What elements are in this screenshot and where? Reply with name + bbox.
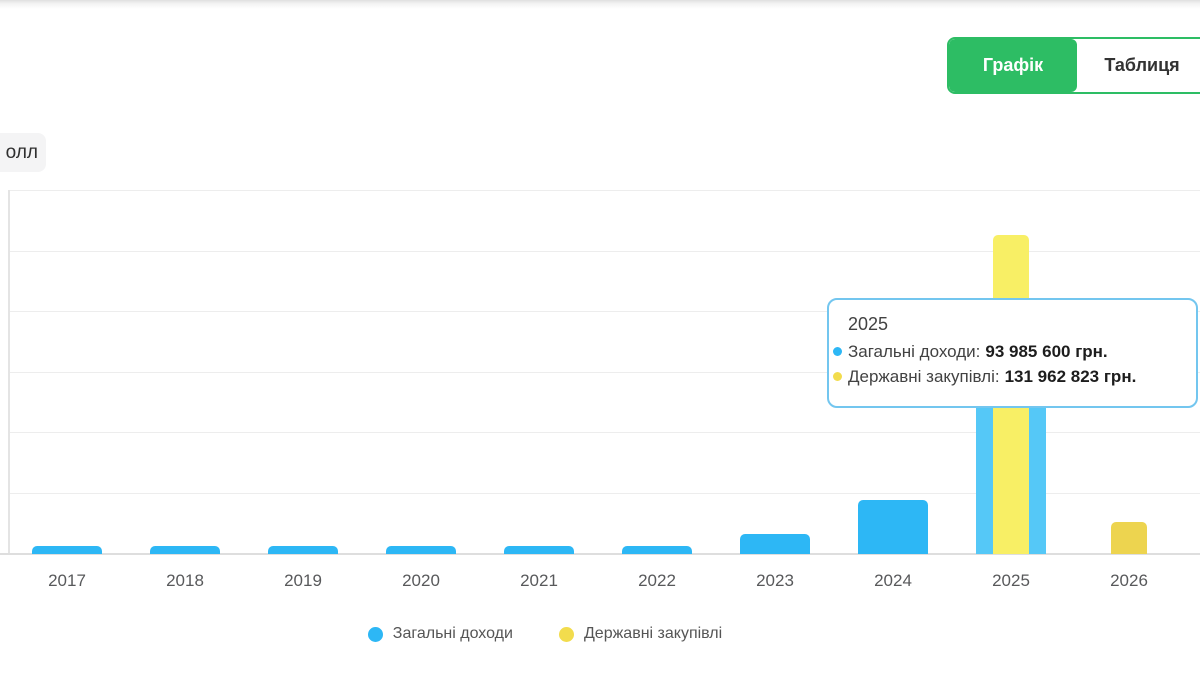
chart-bar-2017[interactable]	[32, 546, 102, 554]
view-toggle: Графік Таблиця	[947, 37, 1200, 94]
chart-bar-2023[interactable]	[740, 534, 810, 554]
page-top-shadow	[0, 0, 1200, 9]
chart-tooltip: 2025 Загальні доходи: 93 985 600 грн. Де…	[827, 298, 1198, 408]
y-axis-line	[8, 190, 10, 555]
filter-chip[interactable]: олл	[0, 133, 46, 172]
tab-chart[interactable]: Графік	[949, 39, 1077, 92]
series-dot-yellow-icon	[833, 372, 842, 381]
chart-legend: Загальні доходи Державні закупівлі	[0, 619, 1090, 649]
gridline	[8, 190, 1200, 191]
chart-bar-2022[interactable]	[622, 546, 692, 554]
tooltip-row-label: Загальні доходи:	[848, 342, 981, 361]
x-axis-label: 2025	[992, 571, 1030, 590]
x-axis-label: 2021	[520, 571, 558, 590]
legend-label: Загальні доходи	[392, 625, 513, 642]
chart-bar-2020[interactable]	[386, 546, 456, 554]
chart-bar-2021[interactable]	[504, 546, 574, 554]
x-axis-line	[0, 553, 1200, 555]
tooltip-row: Загальні доходи: 93 985 600 грн.	[833, 339, 1186, 364]
legend-dot-blue-icon	[367, 626, 383, 642]
x-axis-label: 2023	[756, 571, 794, 590]
chart-bar-2026[interactable]	[1111, 522, 1147, 554]
legend-label: Державні закупівлі	[583, 625, 723, 642]
x-axis-label: 2019	[284, 571, 322, 590]
x-axis-label: 2020	[402, 571, 440, 590]
x-axis-label: 2018	[166, 571, 204, 590]
gridline	[8, 251, 1200, 252]
tooltip-title: 2025	[848, 314, 889, 334]
chart-bar-2024[interactable]	[858, 500, 928, 554]
legend-item-revenue[interactable]: Загальні доходи	[367, 625, 513, 643]
legend-item-procurement[interactable]: Державні закупівлі	[558, 625, 723, 643]
tooltip-row-label: Державні закупівлі:	[848, 367, 1000, 386]
chart-bar-2019[interactable]	[268, 546, 338, 554]
x-axis-label: 2024	[874, 571, 912, 590]
tab-table[interactable]: Таблиця	[1077, 39, 1200, 92]
chart-bar-2018[interactable]	[150, 546, 220, 554]
tooltip-row-value: 131 962 823 грн.	[1004, 367, 1137, 386]
tooltip-row-value: 93 985 600 грн.	[985, 342, 1108, 361]
gridline	[8, 493, 1200, 494]
x-axis-label: 2022	[638, 571, 676, 590]
filter-chip-label: олл	[5, 141, 38, 163]
x-axis-label: 2017	[48, 571, 86, 590]
legend-dot-yellow-icon	[558, 626, 574, 642]
gridline	[8, 311, 1200, 312]
x-axis-label: 2026	[1110, 571, 1148, 590]
tooltip-row: Державні закупівлі: 131 962 823 грн.	[833, 364, 1186, 389]
gridline	[8, 372, 1200, 373]
series-dot-blue-icon	[833, 347, 842, 356]
gridline	[8, 432, 1200, 433]
